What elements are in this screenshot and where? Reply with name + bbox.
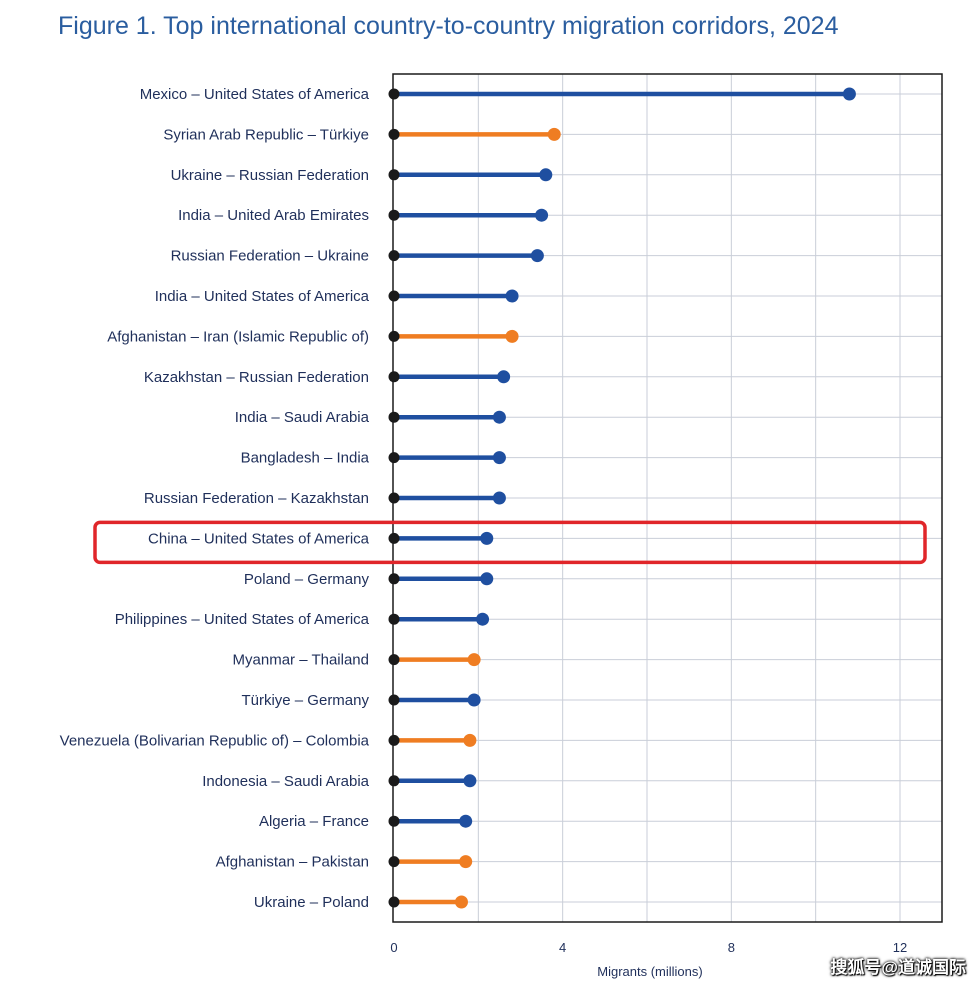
value-dot (454, 895, 468, 909)
category-label: Mexico – United States of America (140, 86, 370, 103)
category-label: Bangladesh – India (241, 450, 370, 467)
origin-dot (388, 492, 400, 504)
value-dot (459, 814, 473, 828)
category-label: Philippines – United States of America (115, 611, 370, 628)
series-stems (388, 87, 856, 909)
category-label: Venezuela (Bolivarian Republic of) – Col… (60, 732, 370, 749)
category-label: Myanmar – Thailand (233, 652, 369, 669)
category-label: Kazakhstan – Russian Federation (144, 369, 369, 386)
plot-frame (392, 73, 943, 923)
category-label: Indonesia – Saudi Arabia (202, 773, 369, 790)
value-dot (530, 249, 544, 263)
value-dot (467, 693, 481, 707)
origin-dot (388, 250, 400, 262)
origin-dot (388, 330, 400, 342)
origin-dot (388, 694, 400, 706)
origin-dot (388, 452, 400, 464)
value-dot (505, 329, 519, 343)
highlight-box (93, 520, 927, 565)
category-labels: Mexico – United States of America Syrian … (60, 86, 370, 911)
category-label: China – United States of America (148, 530, 370, 547)
x-axis-title: Migrants (millions) (597, 964, 702, 979)
category-label: Afghanistan – Iran (Islamic Republic of) (107, 328, 369, 345)
value-dot (505, 289, 519, 303)
origin-dot (388, 169, 400, 181)
watermark: 搜狐号@道诚国际 (830, 958, 966, 977)
value-dot (492, 491, 506, 505)
origin-dot (388, 815, 400, 827)
category-label: Poland – Germany (244, 571, 370, 588)
category-label: India – Saudi Arabia (235, 409, 370, 426)
value-dot (459, 855, 473, 869)
category-label: Syrian Arab Republic – Türkiye (163, 126, 369, 143)
value-dot (463, 733, 477, 747)
x-tick-label: 12 (893, 940, 907, 955)
origin-dot (388, 573, 400, 585)
origin-dot (388, 775, 400, 787)
origin-dot (388, 411, 400, 423)
category-label: Türkiye – Germany (241, 692, 369, 709)
origin-dot (388, 532, 400, 544)
origin-dot (388, 654, 400, 666)
category-label: India – United Arab Emirates (178, 207, 369, 224)
category-label: Afghanistan – Pakistan (216, 854, 369, 871)
value-dot (463, 774, 477, 788)
origin-dot (388, 734, 400, 746)
origin-dot (388, 128, 400, 140)
origin-dot (388, 856, 400, 868)
category-label: India – United States of America (155, 288, 370, 305)
x-tick-label: 4 (559, 940, 566, 955)
category-label: Russian Federation – Kazakhstan (144, 490, 369, 507)
x-axis-ticks: 0 4 8 12 (390, 940, 907, 955)
origin-dot (388, 290, 400, 302)
value-dot (547, 127, 561, 141)
value-dot (492, 451, 506, 465)
origin-dot (388, 613, 400, 625)
origin-dot (388, 88, 400, 100)
value-dot (480, 572, 494, 586)
value-dot (842, 87, 856, 101)
category-label: Algeria – France (259, 813, 369, 830)
value-dot (535, 208, 549, 222)
category-label: Ukraine – Russian Federation (171, 167, 369, 184)
category-label: Russian Federation – Ukraine (171, 248, 369, 265)
category-label: Ukraine – Poland (254, 894, 369, 911)
value-dot (539, 168, 553, 182)
value-dot (497, 370, 511, 384)
origin-dot (388, 896, 400, 908)
origin-dot (388, 209, 400, 221)
value-dot (480, 531, 494, 545)
value-dot (476, 612, 490, 626)
value-dot (492, 410, 506, 424)
x-tick-label: 8 (728, 940, 735, 955)
value-dot (467, 653, 481, 667)
chart-title: Figure 1. Top international country-to-c… (58, 12, 839, 40)
x-tick-label: 0 (390, 940, 397, 955)
origin-dot (388, 371, 400, 383)
